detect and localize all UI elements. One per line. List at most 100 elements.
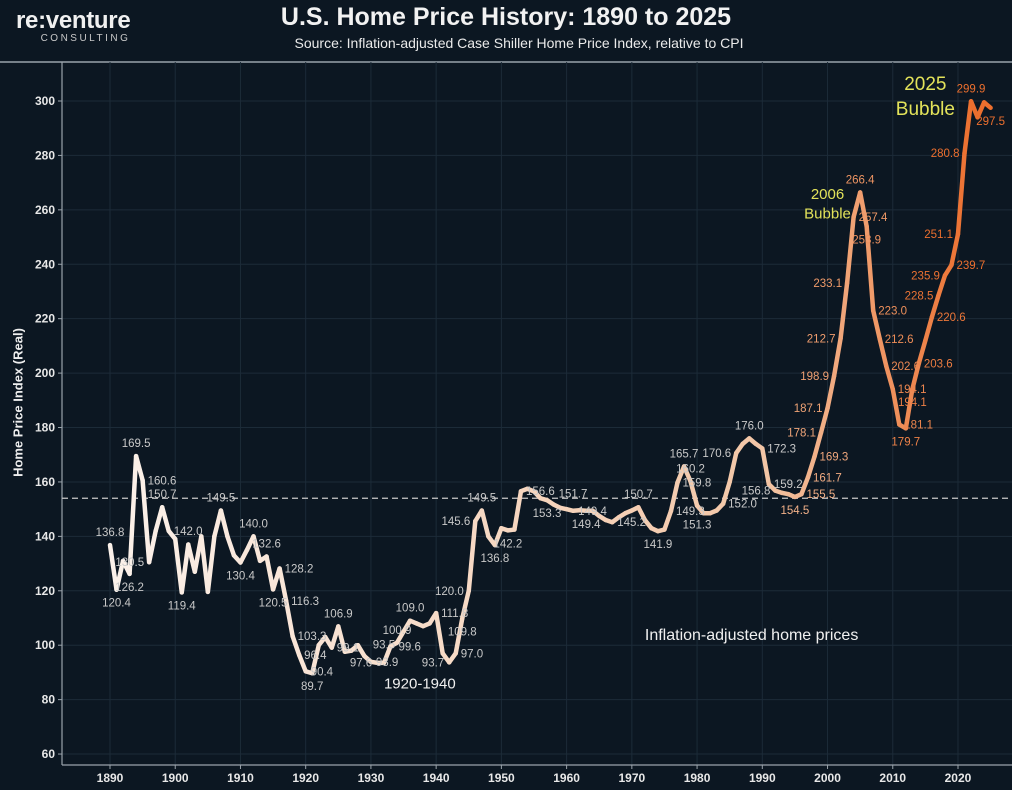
data-label: 170.6: [702, 448, 731, 460]
data-point: [969, 99, 973, 104]
data-point: [603, 518, 608, 522]
data-point: [108, 543, 112, 547]
series-segment: [688, 479, 700, 508]
data-point: [336, 624, 341, 629]
data-label: 297.5: [976, 116, 1005, 128]
data-point: [493, 543, 497, 547]
data-point: [427, 621, 432, 626]
series-segment: [159, 504, 171, 534]
data-label: 266.4: [846, 174, 875, 186]
series-segment: [877, 336, 889, 369]
data-point: [838, 336, 843, 341]
x-tick-label: 1970: [618, 771, 645, 785]
series-segment: [962, 99, 974, 156]
data-label: 233.1: [813, 278, 842, 290]
data-label: 212.7: [807, 334, 836, 346]
data-point: [160, 505, 164, 510]
data-point: [284, 599, 288, 603]
data-point: [440, 651, 445, 656]
series-segment: [929, 293, 941, 320]
series-segment: [975, 100, 987, 120]
series-segment: [107, 542, 119, 592]
series-segment: [146, 528, 158, 565]
data-point: [460, 616, 465, 621]
y-tick-label: 260: [35, 203, 55, 217]
y-tick-label: 140: [35, 529, 55, 543]
data-point: [656, 529, 660, 533]
data-label: 111.8: [441, 608, 468, 620]
data-label: 161.7: [813, 472, 842, 484]
data-label: 159.2: [774, 479, 803, 491]
data-label: 136.8: [96, 527, 125, 539]
data-point: [577, 508, 582, 513]
data-point: [271, 587, 275, 592]
data-point: [401, 629, 406, 634]
data-point: [290, 634, 295, 639]
data-point: [584, 508, 588, 513]
data-label: 151.7: [559, 489, 588, 501]
data-point: [382, 661, 386, 665]
data-point: [616, 515, 621, 520]
data-point: [121, 559, 125, 563]
data-label: 169.5: [122, 438, 151, 450]
data-label: 149.4: [572, 519, 601, 531]
data-label: 109.8: [448, 627, 477, 639]
data-point: [179, 590, 184, 595]
data-point: [551, 502, 556, 507]
data-label: 128.2: [285, 563, 314, 575]
data-point: [356, 643, 360, 647]
data-label: 90.4: [311, 666, 334, 678]
data-point: [936, 293, 941, 298]
series-segment: [296, 652, 308, 674]
data-point: [453, 651, 458, 656]
data-point: [343, 649, 347, 654]
series-segment: [459, 588, 472, 621]
data-label: 93.9: [376, 657, 398, 669]
data-point: [499, 526, 504, 530]
data-label: 169.3: [819, 452, 848, 464]
annotation: Bubble: [804, 205, 851, 222]
data-label: 153.3: [533, 508, 562, 520]
data-point: [538, 496, 543, 501]
data-point: [434, 611, 438, 615]
series-segment: [955, 150, 967, 237]
annotation: 2006: [811, 186, 844, 203]
data-point: [166, 529, 171, 533]
data-point: [173, 537, 178, 541]
series-segment: [238, 547, 250, 565]
data-label: 120.0: [435, 586, 464, 598]
data-point: [767, 482, 771, 486]
data-label: 99.1: [337, 643, 359, 655]
data-point: [845, 281, 849, 285]
data-point: [506, 528, 510, 533]
x-tick-label: 1990: [749, 771, 776, 785]
data-point: [134, 454, 138, 458]
data-point: [532, 489, 536, 494]
data-point: [819, 430, 823, 435]
data-point: [982, 100, 986, 105]
data-point: [466, 588, 471, 593]
series-segment: [283, 598, 295, 639]
data-label: 145.2: [617, 517, 646, 529]
data-label: 160.6: [148, 475, 177, 487]
data-label: 203.6: [924, 358, 953, 370]
data-label: 160.2: [676, 463, 705, 475]
data-label: 150.7: [624, 489, 653, 501]
data-label: 132.6: [252, 538, 281, 550]
series-segment: [681, 464, 693, 484]
data-point: [753, 442, 758, 446]
series-segment: [890, 386, 902, 427]
data-label: 194.1: [898, 397, 927, 409]
data-point: [773, 488, 778, 493]
y-tick-label: 200: [35, 366, 55, 380]
data-label: 257.4: [859, 212, 888, 224]
series-segment: [336, 624, 348, 654]
chart-subtitle: Source: Inflation-adjusted Case Shiller …: [294, 35, 744, 51]
series-segment: [309, 642, 321, 676]
series-segment: [857, 190, 869, 229]
data-point: [890, 387, 895, 391]
logo: re:venture CONSULTING: [16, 8, 131, 45]
x-tick-label: 1930: [358, 771, 385, 785]
data-label: 155.5: [806, 489, 835, 501]
